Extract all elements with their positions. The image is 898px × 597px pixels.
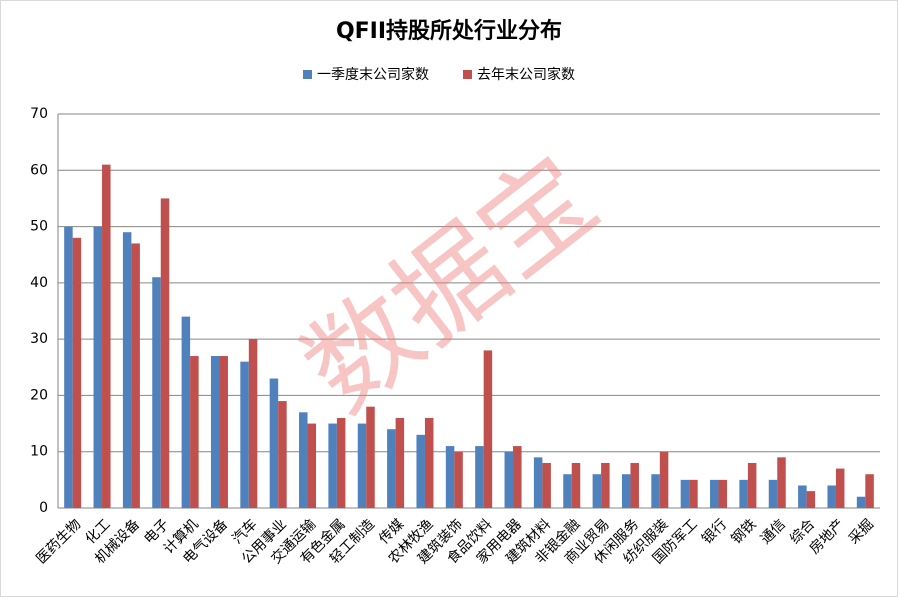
bar — [563, 474, 572, 508]
bar — [454, 451, 463, 508]
legend-label: 去年末公司家数 — [477, 66, 575, 83]
bar — [93, 226, 103, 509]
bar — [630, 462, 639, 508]
bar — [739, 479, 748, 508]
bar — [533, 457, 543, 508]
bar — [248, 339, 258, 508]
bar — [190, 356, 199, 508]
bar — [571, 462, 581, 508]
bar — [806, 491, 816, 508]
legend-label: 一季度末公司家数 — [317, 66, 429, 83]
bar — [181, 316, 191, 508]
y-tick-label: 10 — [30, 444, 48, 460]
bar — [483, 350, 493, 508]
bar — [366, 406, 375, 508]
y-tick-label: 0 — [39, 500, 48, 516]
bar — [601, 462, 610, 508]
bar — [278, 401, 287, 508]
bar — [395, 417, 405, 508]
bar — [445, 446, 455, 508]
bar — [424, 417, 434, 508]
y-tick-label: 70 — [30, 106, 48, 122]
bar — [219, 356, 228, 508]
bar — [747, 462, 757, 508]
bar — [504, 451, 514, 508]
legend-swatch — [463, 70, 472, 79]
bar — [210, 356, 220, 508]
bar — [122, 232, 132, 508]
bar — [513, 446, 522, 508]
bar — [416, 434, 425, 508]
bar — [680, 479, 690, 508]
bar — [856, 496, 866, 508]
bar — [72, 237, 82, 509]
bar — [651, 474, 660, 508]
bar — [240, 361, 249, 508]
bar — [621, 474, 631, 508]
bar — [710, 479, 719, 508]
y-tick-label: 30 — [30, 331, 48, 347]
y-tick-label: 50 — [30, 219, 48, 235]
bar — [131, 243, 140, 508]
bar — [827, 485, 836, 508]
bar — [865, 474, 874, 508]
legend-swatch — [303, 70, 312, 79]
bar — [328, 423, 337, 508]
y-tick-label: 20 — [30, 387, 48, 403]
bar — [689, 479, 698, 508]
y-tick-label: 60 — [30, 162, 48, 178]
bar — [102, 164, 111, 508]
bar — [777, 457, 786, 508]
bar — [152, 277, 161, 508]
y-tick-label: 40 — [30, 275, 48, 291]
bar — [307, 423, 317, 508]
bar — [592, 474, 602, 508]
bar — [160, 198, 170, 508]
bar — [336, 417, 346, 508]
bar — [475, 446, 484, 508]
chart-title: QFII持股所处行业分布 — [336, 18, 562, 44]
bar — [659, 451, 669, 508]
bar — [64, 226, 73, 509]
bar — [718, 479, 728, 508]
bar — [269, 378, 279, 508]
bar — [357, 423, 367, 508]
bar — [299, 412, 308, 508]
bar — [542, 462, 551, 508]
bar — [768, 479, 778, 508]
bar — [835, 468, 845, 508]
bar — [387, 429, 396, 508]
bar — [798, 485, 807, 508]
